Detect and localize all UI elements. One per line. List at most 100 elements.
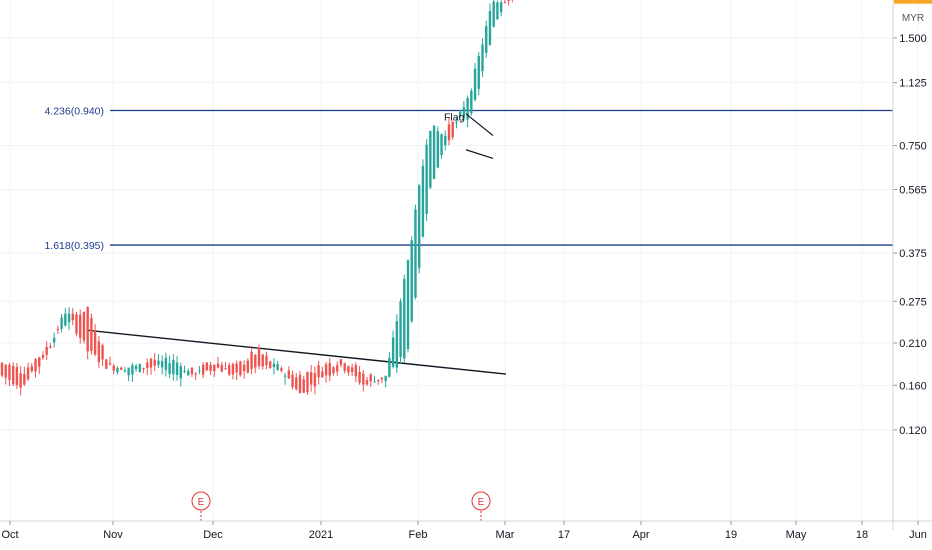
earnings-marker[interactable] [471, 491, 491, 511]
candle-body [358, 371, 361, 383]
candle-body [149, 358, 153, 368]
x-tick-label: 17 [558, 529, 570, 541]
descending-trendline [87, 329, 507, 375]
candle-body [228, 365, 231, 375]
price-axis[interactable]: MYR 6.0004.5003.0002.2501.5001.1250.7500… [892, 0, 927, 530]
candle-body [175, 362, 179, 375]
candle-body [11, 365, 15, 385]
x-tick-label: 19 [725, 529, 737, 541]
candle-body [34, 359, 37, 372]
earnings-marker-label: E [478, 497, 485, 508]
candle-body [8, 364, 11, 380]
candle-body [38, 357, 41, 367]
candle-body [458, 111, 462, 117]
candle-body [321, 371, 324, 378]
y-tick-label: 0.275 [899, 296, 927, 308]
price-badge-text: 1.970 [899, 0, 927, 3]
candle-body [391, 337, 395, 367]
candle-body [444, 135, 447, 146]
candle-body [190, 367, 194, 375]
candle-body [272, 363, 276, 368]
candle-body [384, 375, 387, 381]
candle-body [287, 370, 291, 379]
flag-lower-line [465, 149, 494, 160]
candle-body [436, 131, 440, 168]
candle-body [399, 301, 402, 358]
candle-body [15, 367, 19, 386]
candle-body [295, 377, 298, 390]
candle-body [347, 366, 350, 373]
candle-body [224, 368, 227, 370]
candle-body [209, 364, 212, 372]
candle-body [216, 363, 220, 368]
earnings-marker[interactable] [191, 491, 211, 511]
candle-body [164, 357, 168, 370]
candle-body [466, 98, 469, 120]
candle-body [276, 364, 279, 371]
y-tick-label: 0.565 [899, 185, 927, 197]
candle-body [447, 124, 451, 141]
candle-body [97, 341, 101, 363]
candle-body [421, 165, 425, 237]
candle-body [127, 367, 130, 376]
candle-body [134, 365, 138, 370]
candle-body [365, 380, 369, 385]
x-tick-label: Nov [103, 529, 123, 541]
flag-label: Flag [444, 112, 465, 124]
candle-body [49, 346, 52, 348]
y-tick-label: 0.750 [899, 141, 927, 153]
candle-body [0, 362, 4, 376]
candle-body [172, 359, 175, 375]
price-badge-bg [894, 0, 932, 4]
candle-body [213, 364, 216, 372]
candle-body [298, 374, 302, 393]
y-tick-label: 0.160 [899, 380, 927, 392]
y-tick-label: 1.125 [899, 78, 927, 90]
candle-body [350, 367, 354, 372]
candle-body [201, 364, 205, 375]
chart-grid [0, 0, 919, 521]
candle-body [254, 354, 257, 368]
candle-body [499, 2, 503, 13]
candle-body [380, 377, 384, 380]
candle-body [417, 185, 421, 268]
candle-body [101, 345, 104, 360]
x-tick-label: May [786, 529, 807, 541]
candle-body [160, 361, 164, 368]
candle-body [455, 122, 458, 124]
candle-body [242, 364, 246, 372]
candle-body [362, 373, 365, 385]
candle-body [183, 370, 186, 372]
fibonacci-levels: 28.8(6.060)18(3.810)4.236(0.940)1.618(0.… [44, 106, 893, 252]
candle-body [71, 313, 74, 321]
candle-body [309, 372, 313, 385]
trendline-group [87, 329, 507, 375]
candle-body [157, 360, 160, 365]
x-tick-label: Mar [496, 529, 515, 541]
price-badges: 2.6401.9703.350 [894, 0, 932, 4]
candle-body [64, 313, 67, 326]
candle-body [414, 209, 417, 298]
fib-label: 4.236(0.940) [44, 106, 104, 118]
candle-body [108, 363, 112, 365]
candle-body [317, 365, 320, 378]
fib-label: 1.618(0.395) [44, 240, 104, 252]
candle-body [377, 379, 380, 382]
candle-body [291, 374, 294, 388]
candle-body [268, 361, 272, 368]
candle-body [231, 364, 235, 375]
candle-body [52, 337, 56, 343]
flag-upper-line [465, 113, 494, 136]
candle-body [187, 370, 190, 376]
candle-body [119, 367, 123, 370]
time-axis[interactable]: Oct Nov Dec 2021 Feb Mar 17 Apr 19 May 18 Jun [0, 520, 932, 541]
candle-body [116, 368, 119, 373]
candle-body [481, 44, 484, 72]
candle-body [388, 357, 391, 377]
candle-body [477, 56, 480, 89]
candle-body [168, 363, 171, 374]
x-tick-label: Jun [909, 529, 927, 541]
x-tick-label: 2021 [309, 529, 333, 541]
candle-body [250, 351, 253, 369]
